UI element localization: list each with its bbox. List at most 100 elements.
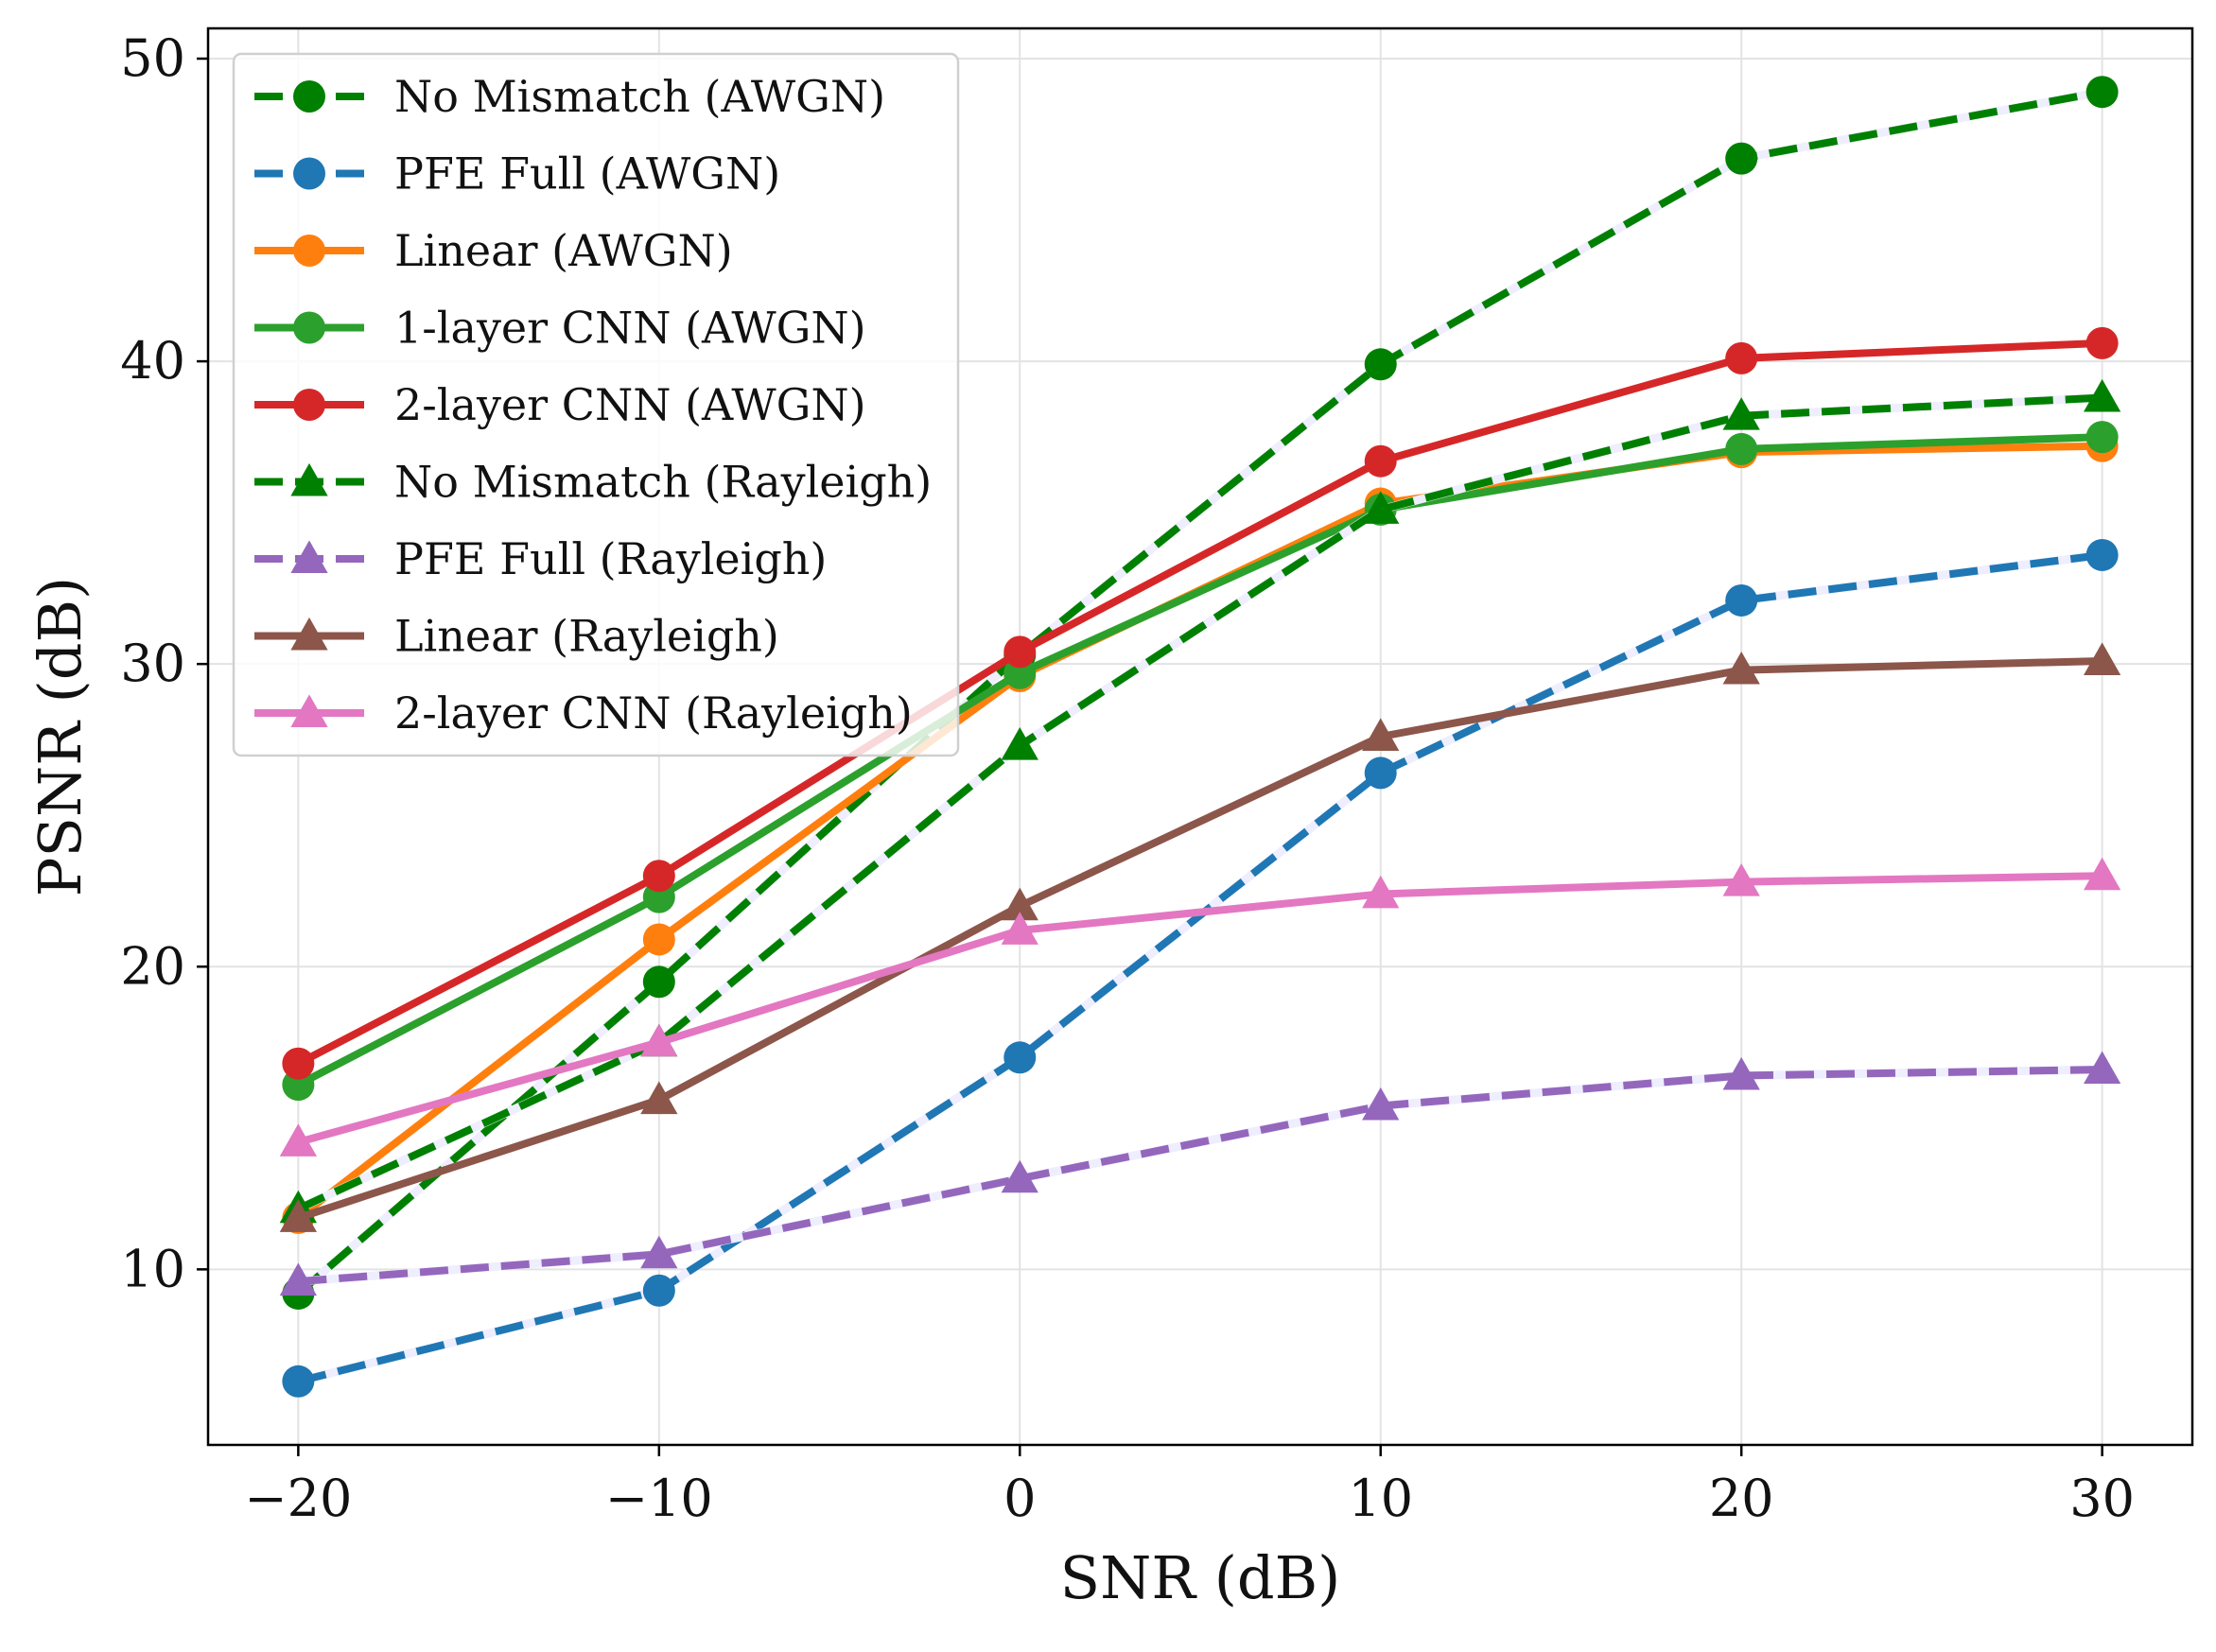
data-point [1001,912,1038,945]
data-point [1722,397,1760,430]
data-point [642,1274,675,1307]
data-point [1362,1087,1400,1121]
legend-label: 2-layer CNN (Rayleigh) [394,687,913,739]
data-point [279,1199,317,1232]
data-point [1722,651,1760,685]
ticks-layer: −20 −10 0 10 20 30 10 20 30 40 50 [120,28,2135,1528]
data-point [282,1047,315,1080]
x-tick-label: −20 [244,1469,352,1528]
series-line [297,656,2103,1222]
x-tick-label: −10 [605,1469,713,1528]
x-axis-label: SNR (dB) [1060,1543,1341,1612]
data-point [1362,875,1400,909]
legend-swatch-marker [293,235,325,267]
series-line [296,433,2103,1088]
x-tick-label: 10 [1348,1469,1413,1528]
data-point [1362,718,1400,751]
data-point [1001,1159,1038,1193]
series-line-underlay [293,1065,2107,1286]
legend-item: No Mismatch (AWGN) [254,71,885,122]
data-point [2085,421,2119,454]
y-tick-label: 30 [120,634,185,693]
series-line [296,339,2103,1068]
data-point [1001,887,1038,921]
legend-item: No Mismatch (Rayleigh) [254,457,932,508]
series-9 [279,857,2121,1156]
data-point [1003,635,1037,669]
data-point [1364,756,1397,790]
data-point [279,1262,317,1296]
data-point [1003,1041,1037,1074]
data-point [1725,341,1758,374]
x-tick-label: 20 [1709,1469,1774,1528]
legend-item: 1-layer CNN (AWGN) [254,303,866,354]
legend-swatch-marker [293,389,325,421]
legend: No Mismatch (AWGN) PFE Full (AWGN) Linear … [232,52,960,757]
data-point [1364,348,1397,381]
data-point [640,1023,678,1057]
series-line [295,88,2103,1296]
legend-label: PFE Full (AWGN) [394,148,780,200]
legend-label: No Mismatch (AWGN) [394,71,885,122]
data-point [2085,326,2119,359]
data-point [279,1123,317,1156]
series-7 [279,1051,2121,1296]
legend-item: Linear (AWGN) [254,225,733,276]
data-point [282,1365,315,1398]
data-point [2084,857,2121,891]
legend-label: No Mismatch (Rayleigh) [394,457,932,508]
y-tick-label: 40 [120,331,185,391]
x-tick-label: 0 [1003,1469,1036,1528]
x-tick-label: 30 [2069,1469,2135,1528]
legend-label: 2-layer CNN (AWGN) [394,379,866,430]
data-point [1725,142,1758,175]
data-point [1722,1056,1760,1090]
data-point [642,860,675,893]
data-point [1362,491,1400,524]
legend-swatch-marker [293,311,325,344]
data-point [642,923,675,956]
legend-item: 2-layer CNN (AWGN) [254,379,866,430]
y-tick-label: 50 [120,28,185,88]
legend-item: PFE Full (AWGN) [254,148,780,200]
legend-swatch-marker [290,694,328,727]
data-point [2084,1051,2121,1085]
legend-label: 1-layer CNN (AWGN) [394,303,866,354]
data-point [640,1235,678,1269]
series-line [298,1066,2103,1286]
series-line [297,872,2103,1146]
data-point [1722,863,1760,896]
y-tick-label: 10 [120,1239,185,1298]
legend-label: PFE Full (Rayleigh) [394,533,827,584]
y-tick-label: 20 [120,936,185,996]
data-point [1364,444,1397,478]
legend-item: Linear (Rayleigh) [254,611,779,662]
series-layer [279,76,2121,1398]
data-point [2085,538,2119,571]
legend-swatch-marker [290,617,328,651]
data-point [642,965,675,999]
legend-label: Linear (AWGN) [394,225,733,276]
y-axis-label: PSNR (dB) [26,577,95,896]
legend-swatch-marker [290,540,328,573]
legend-item: 2-layer CNN (Rayleigh) [254,687,913,739]
data-point [2085,76,2119,109]
data-point [2084,378,2121,412]
legend-label: Linear (Rayleigh) [394,611,779,662]
data-point [2084,642,2121,675]
data-point [1001,726,1038,760]
data-point [1725,432,1758,465]
data-point [1725,583,1758,617]
data-point [640,1081,678,1115]
legend-box [232,52,960,757]
legend-swatch-marker [293,80,325,113]
plot-frame [206,26,2194,1447]
series-line [296,393,2103,1212]
series-5 [282,326,2119,1080]
legend-swatch-marker [290,462,328,496]
legend-item: PFE Full (Rayleigh) [254,533,827,584]
series-8 [279,642,2121,1232]
legend-swatch-marker [293,157,325,190]
